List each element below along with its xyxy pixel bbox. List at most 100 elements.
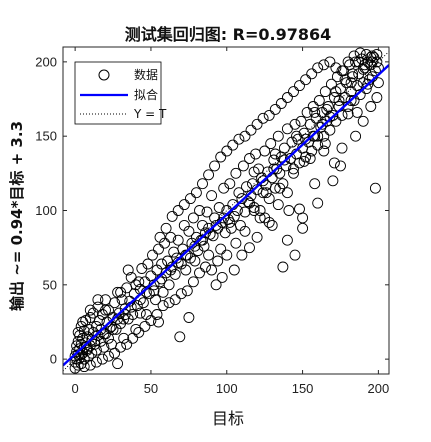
data-point-235	[318, 145, 330, 157]
data-point-283	[233, 133, 245, 145]
data-point-236	[309, 178, 321, 190]
data-point-361	[189, 240, 201, 252]
data-point-162	[278, 142, 290, 154]
data-point-316	[92, 294, 104, 306]
data-point-65	[131, 300, 143, 312]
data-point-229	[362, 78, 374, 90]
data-point-126	[224, 178, 236, 190]
data-point-258	[145, 315, 157, 326]
data-point-132	[233, 187, 245, 199]
x-tick-label-3: 150	[292, 381, 314, 396]
data-point-90	[169, 268, 181, 280]
data-point-344	[288, 167, 299, 179]
data-point-227	[369, 182, 381, 194]
data-point-99	[183, 225, 195, 237]
data-point-233	[336, 142, 348, 154]
data-point-305	[366, 50, 378, 62]
data-point-77	[150, 294, 161, 306]
data-point-268	[84, 359, 96, 371]
data-point-306	[216, 271, 228, 283]
data-point-327	[350, 130, 362, 142]
data-point-323	[289, 249, 301, 261]
data-point-238	[294, 203, 305, 215]
y-tick-label-0: 0	[50, 352, 57, 367]
data-point-348	[324, 111, 336, 123]
data-point-385	[321, 103, 333, 115]
data-point-114	[206, 190, 218, 202]
data-point-169	[289, 118, 301, 130]
data-point-380	[269, 148, 281, 160]
data-point-87	[165, 231, 177, 243]
data-point-267	[90, 356, 102, 368]
data-point-330	[236, 249, 248, 261]
data-point-18	[78, 325, 90, 337]
data-point-299	[330, 62, 342, 74]
data-point-245	[230, 237, 242, 249]
data-point-350	[339, 74, 351, 86]
legend-data-marker	[98, 69, 110, 81]
data-point-130	[230, 167, 242, 179]
data-point-82	[157, 286, 169, 298]
data-point-260	[133, 326, 145, 338]
data-point-152	[263, 193, 275, 205]
data-point-108	[197, 219, 208, 231]
data-point-307	[183, 312, 195, 323]
data-point-106	[194, 205, 205, 216]
data-point-277	[197, 178, 208, 190]
data-point-284	[239, 130, 251, 142]
data-point-224	[372, 62, 384, 74]
legend-identity-label: Y = T	[133, 107, 167, 121]
data-point-383	[300, 133, 312, 145]
data-point-192	[324, 124, 336, 136]
data-point-252	[181, 285, 193, 297]
data-point-309	[134, 307, 146, 319]
data-point-275	[184, 193, 196, 205]
data-point-304	[360, 48, 372, 60]
data-point-242	[251, 231, 263, 243]
data-point-337	[342, 108, 354, 120]
data-point-384	[309, 106, 321, 118]
data-point-196	[330, 115, 342, 127]
data-point-269	[78, 361, 90, 373]
data-point-188	[318, 130, 330, 142]
data-point-310	[118, 313, 130, 325]
data-point-93	[174, 331, 186, 343]
x-tick-label-1: 50	[144, 381, 158, 396]
data-point-185	[313, 95, 325, 106]
data-point-325	[327, 175, 339, 187]
data-point-255	[163, 297, 175, 309]
data-point-274	[178, 199, 190, 211]
data-point-331	[228, 264, 240, 276]
data-point-33	[90, 344, 102, 356]
legend-data-label: 数据	[134, 67, 158, 82]
data-point-345	[298, 155, 310, 167]
y-tick-label-4: 200	[35, 54, 57, 69]
data-point-86	[163, 279, 175, 291]
data-point-180	[306, 145, 318, 157]
data-point-334	[274, 182, 286, 194]
data-point-338	[277, 261, 289, 273]
x-tick-label-4: 200	[368, 381, 390, 396]
y-tick-label-3: 150	[35, 129, 57, 144]
data-point-286	[251, 118, 263, 130]
data-point-177	[301, 106, 313, 118]
data-point-315	[100, 304, 111, 316]
data-point-298	[324, 56, 336, 68]
fit-line	[63, 64, 389, 367]
data-point-40	[98, 341, 110, 353]
data-point-253	[175, 288, 187, 300]
y-tick-label-1: 50	[43, 277, 57, 292]
data-point-265	[103, 350, 114, 362]
data-point-184	[312, 139, 324, 151]
data-point-153	[265, 138, 277, 150]
data-point-36	[93, 315, 105, 326]
plot-area	[63, 47, 389, 374]
data-point-379	[257, 175, 269, 187]
data-point-103	[189, 255, 201, 267]
data-point-172	[294, 157, 305, 169]
data-point-259	[139, 320, 151, 332]
plot-content	[63, 47, 389, 374]
data-point-287	[257, 112, 269, 124]
data-point-189	[319, 86, 331, 98]
